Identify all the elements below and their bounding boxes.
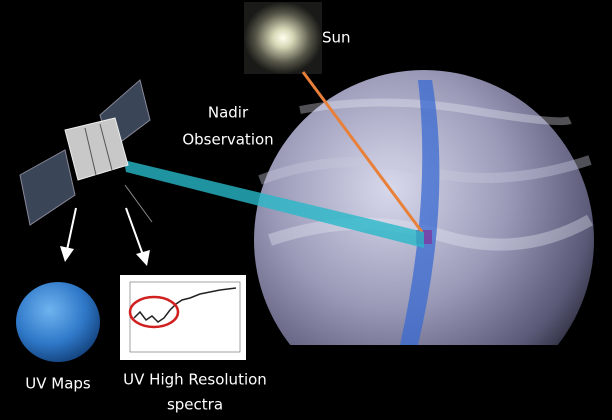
arrowhead — [60, 246, 74, 262]
nadir-beam — [124, 160, 424, 248]
swath-band — [400, 80, 440, 345]
nadir-label: Observation — [182, 131, 273, 149]
uv-spectra-label: UV High Resolution — [123, 371, 267, 389]
arrowhead — [136, 250, 150, 266]
nadir-label: Nadir — [208, 104, 249, 122]
uv-map-image — [16, 282, 100, 362]
venus — [254, 70, 594, 345]
uv-maps-label: UV Maps — [25, 375, 91, 393]
sun-ray — [301, 71, 424, 233]
sun-label: Sun — [322, 29, 351, 47]
arrow — [66, 207, 77, 251]
satellite — [19, 79, 153, 226]
uv-spectra-label: spectra — [167, 396, 223, 414]
arrow — [125, 207, 144, 256]
sun-image — [244, 2, 322, 74]
spectrum-plot — [120, 275, 246, 360]
